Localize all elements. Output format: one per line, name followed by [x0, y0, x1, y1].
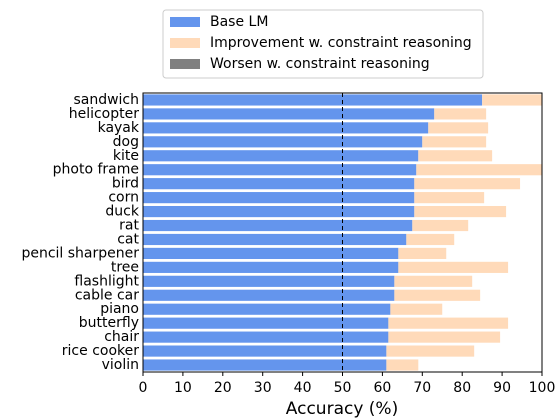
- bar-segment: [143, 108, 435, 120]
- bar-segment: [143, 261, 399, 273]
- bar-segment: [143, 233, 407, 246]
- y-tick-label: violin: [102, 357, 139, 373]
- bar-segment: [143, 178, 415, 190]
- y-tick-label: sandwich: [73, 92, 139, 108]
- bar-segment: [398, 247, 447, 260]
- y-tick-label: cat: [117, 231, 139, 247]
- bar-segment: [143, 275, 395, 287]
- y-tick-label: photo frame: [53, 162, 139, 178]
- y-tick-label: rat: [119, 218, 139, 234]
- bar-segment: [143, 150, 419, 162]
- bar-segment: [143, 164, 417, 176]
- x-tick-label: 100: [529, 380, 556, 396]
- bar-segment: [390, 303, 443, 315]
- bar-segment: [398, 261, 509, 273]
- x-tick-label: 90: [493, 380, 511, 396]
- y-tick-label: dog: [113, 134, 139, 150]
- bar-segment: [406, 233, 455, 246]
- bar-segment: [388, 331, 501, 343]
- x-tick-label: 80: [453, 380, 471, 396]
- bar-segment: [414, 205, 507, 218]
- bar-segment: [143, 331, 389, 343]
- legend-box: [162, 9, 484, 79]
- bar-segment: [414, 178, 521, 190]
- bar-segment: [388, 317, 509, 329]
- x-tick-label: 60: [373, 380, 391, 396]
- x-tick-label: 40: [294, 380, 312, 396]
- bar-segment: [143, 94, 483, 106]
- x-axis-label: Accuracy (%): [286, 399, 398, 419]
- y-tick-label: rice cooker: [62, 343, 139, 359]
- bar-segment: [422, 136, 487, 148]
- bar-segment: [394, 275, 473, 287]
- bar-segment: [143, 359, 387, 371]
- bar-segment: [143, 205, 415, 218]
- bar-segment: [143, 289, 395, 301]
- bar-segment: [143, 219, 413, 232]
- y-tick-label: butterfly: [79, 315, 139, 331]
- bar-segment: [143, 122, 429, 134]
- x-tick-label: 70: [413, 380, 431, 396]
- bar-segment: [143, 345, 387, 357]
- y-tick-label: duck: [105, 204, 139, 220]
- x-tick-label: 50: [334, 380, 352, 396]
- bar-segment: [412, 219, 469, 232]
- legend-label: Improvement w. constraint reasoning: [210, 35, 472, 51]
- bar-segment: [434, 108, 487, 120]
- y-tick-label: kite: [113, 148, 139, 164]
- y-tick-label: tree: [111, 259, 139, 275]
- x-tick-label: 0: [139, 380, 148, 396]
- bar-segment: [416, 164, 542, 176]
- bar-segment: [428, 122, 489, 134]
- bar-segment: [414, 192, 485, 204]
- x-tick-label: 20: [214, 380, 232, 396]
- bar-segment: [143, 247, 399, 260]
- y-tick-label: flashlight: [74, 273, 139, 289]
- legend-swatch: [170, 17, 200, 27]
- bar-segment: [143, 317, 389, 329]
- bar-segment: [418, 150, 493, 162]
- y-tick-label: cable car: [75, 287, 139, 303]
- bar-segment: [386, 345, 475, 357]
- y-tick-label: chair: [104, 329, 139, 345]
- legend-swatch: [170, 38, 200, 48]
- bar-segment: [386, 359, 419, 371]
- bar-segment: [482, 94, 542, 106]
- x-tick-label: 30: [254, 380, 272, 396]
- y-tick-label: piano: [100, 301, 139, 317]
- legend-label: Worsen w. constraint reasoning: [210, 56, 430, 72]
- legend-swatch: [170, 59, 200, 69]
- legend-label: Base LM: [210, 14, 268, 30]
- y-tick-label: pencil sharpener: [21, 245, 139, 261]
- y-tick-label: kayak: [98, 120, 140, 136]
- x-tick-label: 10: [174, 380, 192, 396]
- bar-segment: [143, 192, 415, 204]
- y-tick-label: helicopter: [69, 106, 140, 122]
- bar-segment: [143, 303, 391, 315]
- y-tick-label: bird: [112, 176, 139, 192]
- bar-segment: [394, 289, 481, 301]
- bar-segment: [143, 136, 423, 148]
- plot-frame: [142, 92, 543, 373]
- y-tick-label: corn: [108, 190, 139, 206]
